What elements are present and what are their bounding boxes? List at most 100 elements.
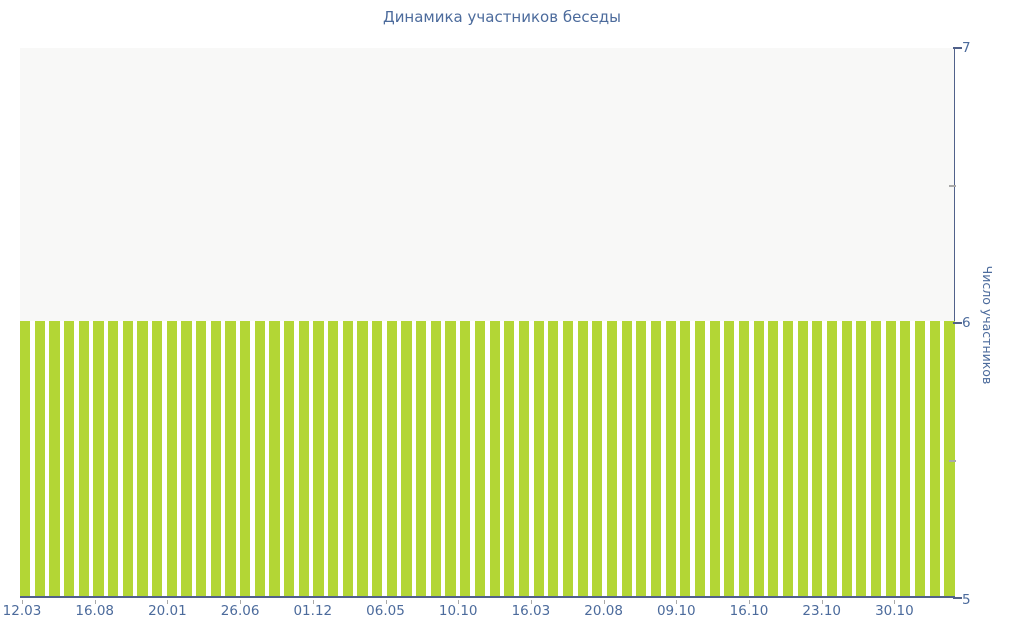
bar xyxy=(738,321,750,596)
bar xyxy=(709,321,720,596)
bar xyxy=(841,321,852,596)
bar xyxy=(240,321,251,596)
x-tick xyxy=(167,600,169,604)
x-tick xyxy=(458,600,460,604)
x-tick xyxy=(385,600,387,604)
x-tick-label: 23.10 xyxy=(802,603,842,619)
x-tick-label: 30.10 xyxy=(875,603,914,619)
y-major-tick xyxy=(953,47,962,49)
bar xyxy=(914,321,926,596)
x-tick xyxy=(749,600,750,604)
bar xyxy=(724,321,735,596)
x-tick-label: 01.12 xyxy=(293,603,333,619)
bar xyxy=(430,321,441,596)
bar xyxy=(386,321,397,596)
bar xyxy=(93,321,104,596)
x-tick xyxy=(240,600,242,604)
bars-strip xyxy=(20,321,955,596)
bar xyxy=(900,321,911,596)
y-axis-label: Число участников xyxy=(980,265,995,385)
bar xyxy=(20,321,31,596)
bar xyxy=(49,321,60,596)
bar xyxy=(313,321,324,596)
x-tick xyxy=(603,600,605,604)
x-tick-label: 12.03 xyxy=(2,603,42,619)
bar xyxy=(401,321,412,596)
bar xyxy=(357,321,368,596)
bar xyxy=(680,321,691,596)
bar xyxy=(416,321,427,596)
bar xyxy=(548,321,559,596)
bar xyxy=(870,321,882,596)
bar xyxy=(621,321,632,596)
bar xyxy=(753,321,764,596)
bar xyxy=(782,321,794,596)
bar xyxy=(489,321,500,596)
x-tick xyxy=(530,600,532,604)
x-tick-label: 26.06 xyxy=(220,603,260,619)
y-minor-tick xyxy=(949,185,956,187)
bar xyxy=(474,321,485,596)
x-tick xyxy=(894,600,896,604)
bar xyxy=(518,321,530,596)
bar xyxy=(225,321,236,596)
y-tick-label-5: 5 xyxy=(962,592,971,608)
bar xyxy=(885,321,896,596)
bar xyxy=(196,321,207,596)
x-tick-label: 20.08 xyxy=(584,603,623,619)
bar xyxy=(636,321,647,596)
chart-title: Динамика участников беседы xyxy=(382,8,622,26)
x-tick-label: 06.05 xyxy=(366,603,405,619)
bar xyxy=(298,321,309,596)
bar xyxy=(137,321,148,596)
x-tick-label: 20.01 xyxy=(148,603,187,619)
x-tick-label: 16.03 xyxy=(511,603,551,619)
plot-area xyxy=(20,48,955,598)
bar xyxy=(504,321,515,596)
bar xyxy=(152,321,163,596)
bar xyxy=(78,321,89,596)
bar xyxy=(826,321,838,596)
bar xyxy=(284,321,295,596)
bar xyxy=(606,321,618,596)
bar xyxy=(650,321,662,596)
bar xyxy=(64,321,75,596)
bar xyxy=(328,321,339,596)
bar xyxy=(562,321,574,596)
bar xyxy=(812,321,823,596)
x-tick-label: 16.10 xyxy=(729,603,769,619)
x-tick xyxy=(22,600,23,604)
bar xyxy=(122,321,133,596)
y-tick-label-6: 6 xyxy=(962,315,971,331)
bar xyxy=(210,321,221,596)
bar xyxy=(944,321,955,596)
bar xyxy=(342,321,353,596)
bar xyxy=(533,321,544,596)
x-tick-label: 09.10 xyxy=(656,603,696,619)
bar xyxy=(856,321,867,596)
bar xyxy=(269,321,280,596)
x-tick xyxy=(94,600,96,604)
x-tick-label: 16.08 xyxy=(75,603,115,619)
bar xyxy=(797,321,808,596)
bar xyxy=(929,321,940,596)
x-tick xyxy=(821,600,823,604)
bar xyxy=(768,321,779,596)
bar xyxy=(694,321,706,596)
y-major-tick xyxy=(953,597,962,599)
x-tick xyxy=(312,600,314,604)
bar xyxy=(34,321,45,596)
y-tick-label-7: 7 xyxy=(962,40,971,56)
bar xyxy=(108,321,119,596)
x-tick xyxy=(676,600,678,604)
bar xyxy=(577,321,588,596)
x-tick-label: 10.10 xyxy=(438,603,478,619)
bar xyxy=(445,321,456,596)
bar xyxy=(665,321,676,596)
bar xyxy=(181,321,192,596)
bar xyxy=(460,321,471,596)
bar xyxy=(372,321,383,596)
bar xyxy=(592,321,603,596)
bar xyxy=(166,321,177,596)
